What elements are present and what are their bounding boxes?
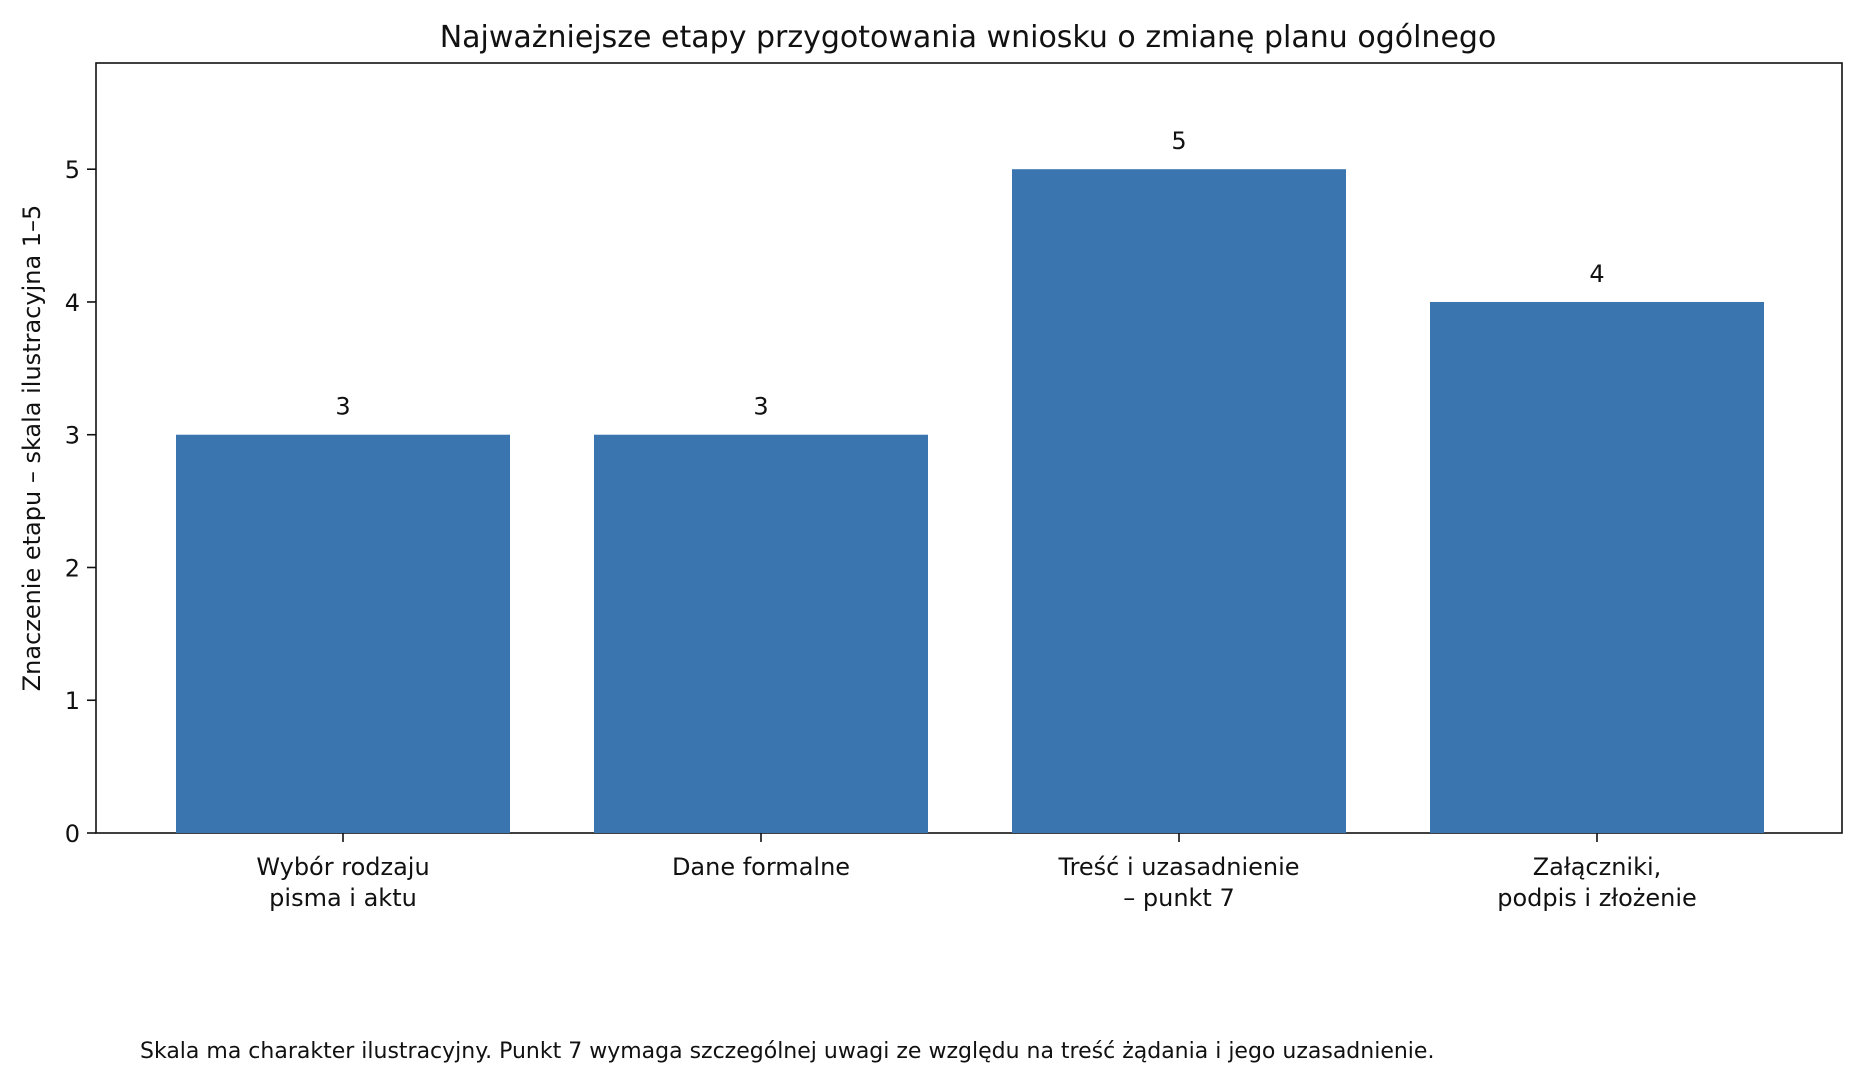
bar <box>176 434 510 833</box>
x-tick-label: Załączniki, <box>1533 853 1662 881</box>
footnote: Skala ma charakter ilustracyjny. Punkt 7… <box>140 1039 1434 1064</box>
chart-title: Najważniejsze etapy przygotowania wniosk… <box>440 20 1497 55</box>
bar-value-label: 5 <box>1171 127 1186 155</box>
bar-value-label: 3 <box>753 393 768 421</box>
x-tick-label: Treść i uzasadnienie <box>1057 853 1299 881</box>
y-tick-label: 4 <box>65 289 80 317</box>
x-tick-label: – punkt 7 <box>1123 884 1235 912</box>
bar <box>1430 301 1764 833</box>
bar-value-label: 3 <box>335 393 350 421</box>
x-tick-label: podpis i złożenie <box>1497 884 1697 912</box>
x-tick-label: Wybór rodzaju <box>256 853 429 881</box>
y-tick-label: 2 <box>65 554 80 582</box>
y-tick-label: 5 <box>65 156 80 184</box>
bar <box>1012 169 1346 833</box>
bars: 3 3 5 4 <box>176 127 1764 833</box>
y-axis: 0 1 2 3 4 5 <box>65 156 96 848</box>
y-tick-label: 3 <box>65 422 80 450</box>
y-tick-label: 0 <box>65 820 80 848</box>
y-tick-label: 1 <box>65 687 80 715</box>
x-axis: Wybór rodzaju pisma i aktu Dane formalne Tr… <box>256 833 1697 912</box>
y-axis-label: Znaczenie etapu – skala ilustracyjna 1–5 <box>18 205 46 692</box>
x-tick-label: Dane formalne <box>672 853 850 881</box>
bar <box>594 434 928 833</box>
plot-area-frame <box>95 62 1843 834</box>
x-tick-label: pisma i aktu <box>269 884 417 912</box>
bar-value-label: 4 <box>1589 260 1604 288</box>
